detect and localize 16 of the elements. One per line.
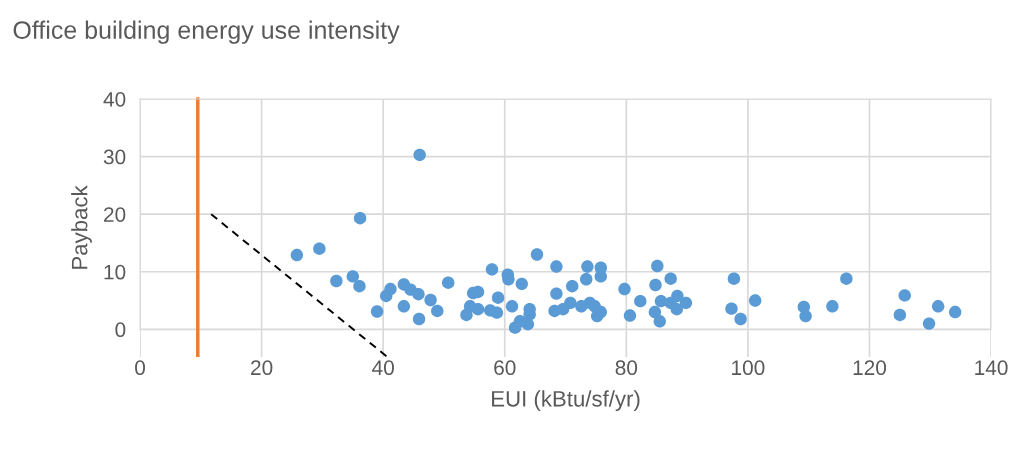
y-tick-label: 20 — [104, 207, 126, 222]
y-tick-label: 10 — [104, 264, 126, 280]
y-tick-label: 0 — [115, 322, 126, 338]
x-tick-label: 0 — [135, 360, 146, 376]
x-axis-title: EUI (kBtu/sf/yr) — [492, 390, 640, 412]
y-tick-label: 40 — [103, 91, 126, 107]
chart-title: Office building energy use intensity — [13, 20, 400, 44]
x-tick-label: 100 — [732, 360, 765, 376]
y-tick-label: 30 — [103, 149, 126, 165]
x-tick-label: 20 — [251, 360, 273, 376]
x-tick-label: 80 — [615, 360, 638, 376]
x-tick-label: 140 — [975, 360, 1008, 376]
x-tick-label: 60 — [494, 360, 516, 376]
x-tick-label: 40 — [372, 360, 394, 376]
x-tick-label: 120 — [853, 360, 887, 376]
y-axis-title: Payback — [71, 185, 92, 269]
